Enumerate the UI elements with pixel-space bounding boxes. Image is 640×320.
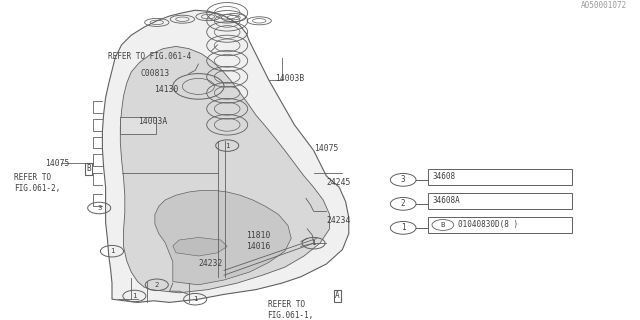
Polygon shape (155, 190, 291, 285)
Text: 1: 1 (193, 296, 197, 302)
Text: 3: 3 (401, 175, 406, 184)
Text: 01040830D(8 ): 01040830D(8 ) (458, 220, 518, 229)
Text: 2: 2 (401, 199, 406, 208)
Text: REFER TO
FIG.061-1,: REFER TO FIG.061-1, (268, 300, 314, 320)
FancyBboxPatch shape (120, 117, 156, 134)
FancyBboxPatch shape (428, 217, 572, 233)
Text: 24234: 24234 (326, 216, 351, 225)
Text: 34608A: 34608A (433, 196, 460, 205)
Text: 11810: 11810 (246, 231, 271, 240)
Text: C00813: C00813 (141, 69, 170, 78)
Text: 24245: 24245 (326, 178, 351, 187)
Text: 2: 2 (155, 282, 159, 288)
Text: 1: 1 (110, 248, 114, 254)
Polygon shape (102, 10, 349, 302)
Text: 14075: 14075 (314, 144, 338, 153)
Polygon shape (173, 237, 227, 256)
Text: 1: 1 (225, 143, 229, 148)
Text: 24232: 24232 (198, 260, 223, 268)
Text: A: A (335, 292, 340, 300)
Polygon shape (120, 46, 330, 293)
Text: 14075: 14075 (45, 159, 69, 168)
Text: B: B (441, 222, 445, 228)
Text: B: B (86, 164, 91, 173)
Text: A050001072: A050001072 (581, 1, 627, 10)
FancyBboxPatch shape (428, 193, 572, 209)
Text: 14003B: 14003B (275, 74, 305, 83)
Text: REFER TO FIG.061-4: REFER TO FIG.061-4 (108, 52, 191, 61)
Text: 1: 1 (401, 223, 406, 232)
Text: 1: 1 (312, 240, 316, 246)
Text: 3: 3 (97, 205, 101, 211)
Text: 14003A: 14003A (138, 117, 167, 126)
Text: 14016: 14016 (246, 242, 271, 251)
FancyBboxPatch shape (428, 169, 572, 185)
Text: 34608: 34608 (433, 172, 456, 181)
Text: 14130: 14130 (154, 85, 178, 94)
Text: 1: 1 (132, 293, 136, 299)
Text: REFER TO
FIG.061-2,: REFER TO FIG.061-2, (14, 173, 60, 193)
